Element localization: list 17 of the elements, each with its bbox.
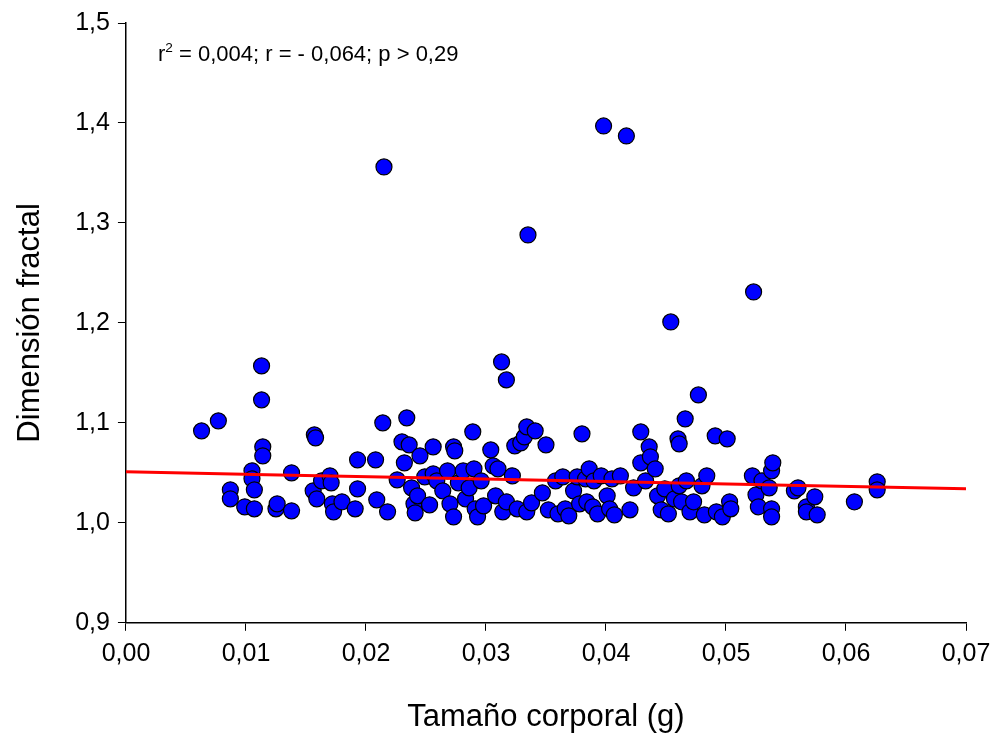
x-tick-label: 0,05 — [701, 637, 751, 666]
x-tick-label: 0,01 — [221, 637, 271, 666]
x-tick-label: 0,07 — [941, 637, 991, 666]
x-tick-label: 0,02 — [341, 637, 391, 666]
x-axis-title: Tamaño corporal (g) — [407, 697, 685, 733]
x-tick-label: 0,03 — [461, 637, 511, 666]
y-tick-label: 1,5 — [75, 6, 110, 35]
y-tick-label: 1,4 — [75, 106, 111, 135]
y-axis-title: Dimensión fractal — [11, 203, 47, 443]
y-tick-label: 0,9 — [75, 606, 110, 635]
y-tick-label: 1,2 — [75, 306, 110, 335]
y-tick-label: 1,0 — [75, 506, 110, 535]
y-tick-label: 1,3 — [75, 206, 110, 235]
x-tick-label: 0,06 — [821, 637, 871, 666]
x-tick-label: 0,04 — [581, 637, 631, 666]
x-tick-label: 0,00 — [101, 637, 151, 666]
y-tick-label: 1,1 — [75, 406, 110, 435]
